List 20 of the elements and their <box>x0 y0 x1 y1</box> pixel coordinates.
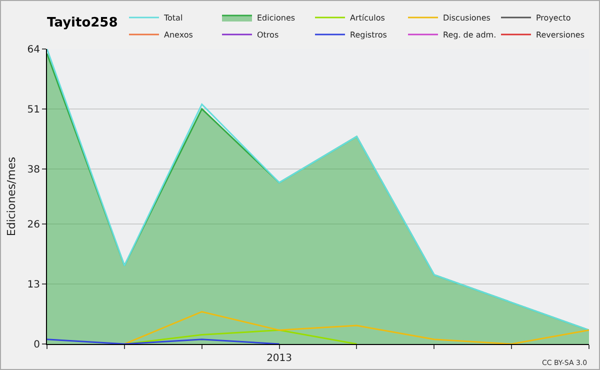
y-tick-label: 26 <box>27 220 40 231</box>
y-tick-label: 38 <box>27 164 40 176</box>
line-series <box>124 310 589 344</box>
legend-label: Total <box>163 14 183 23</box>
legend-label: Proyecto <box>536 14 571 23</box>
y-tick-label: 51 <box>27 104 40 116</box>
legend-label: Reg. de adm. <box>443 30 496 40</box>
y-axis-title: Ediciones/mes <box>5 156 18 236</box>
legend-label: Ediciones <box>257 14 296 23</box>
y-tick-label: 13 <box>27 280 40 291</box>
chart-title: Tayito258 <box>47 16 118 31</box>
y-tick-label: 0 <box>34 340 40 350</box>
legend-label: Artículos <box>350 14 385 23</box>
legend-label: Discusiones <box>443 14 490 23</box>
x-tick-label: 2013 <box>266 353 292 364</box>
legend-label: Anexos <box>164 30 193 40</box>
legend-label: Registros <box>350 30 387 40</box>
y-tick-label: 64 <box>27 44 40 56</box>
legend-label: Reversiones <box>536 30 585 40</box>
legend-label: Otros <box>257 30 279 40</box>
